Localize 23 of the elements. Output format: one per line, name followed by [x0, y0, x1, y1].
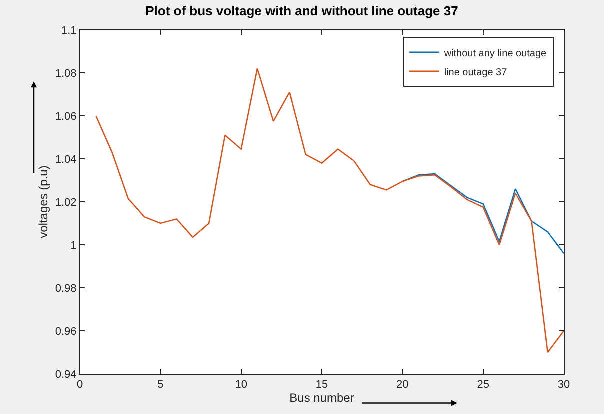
x-tick-label: 10 — [235, 379, 248, 392]
y-tick-label: 1.04 — [55, 154, 77, 166]
x-tick-label: 5 — [158, 379, 164, 392]
legend-label: line outage 37 — [444, 67, 508, 78]
y-tick-label: 0.94 — [55, 368, 77, 381]
x-tick-label: 20 — [396, 379, 409, 392]
y-tick-label: 1.1 — [62, 24, 77, 37]
chart-title: Plot of bus voltage with and without line outage 37 — [146, 3, 458, 18]
x-tick-label: 0 — [76, 379, 84, 392]
x-tick-label: 25 — [477, 379, 490, 392]
y-axis-title: voltages (p.u) — [36, 166, 51, 238]
x-axis-title: Bus number — [290, 391, 354, 406]
line-series — [95, 68, 564, 354]
y-tick-label: 1.02 — [55, 196, 77, 209]
legend-label: without any line outage — [443, 48, 548, 60]
y-tick-label: 1.06 — [55, 110, 77, 123]
y-tick-label: 0.98 — [55, 282, 77, 295]
y-tick-label: 1.08 — [55, 68, 77, 80]
line-series — [402, 173, 564, 254]
y-tick-label: 1 — [70, 240, 77, 252]
x-tick-label: 30 — [558, 379, 570, 392]
y-tick-label: 0.96 — [55, 326, 77, 338]
x-tick-label: 15 — [316, 379, 328, 392]
